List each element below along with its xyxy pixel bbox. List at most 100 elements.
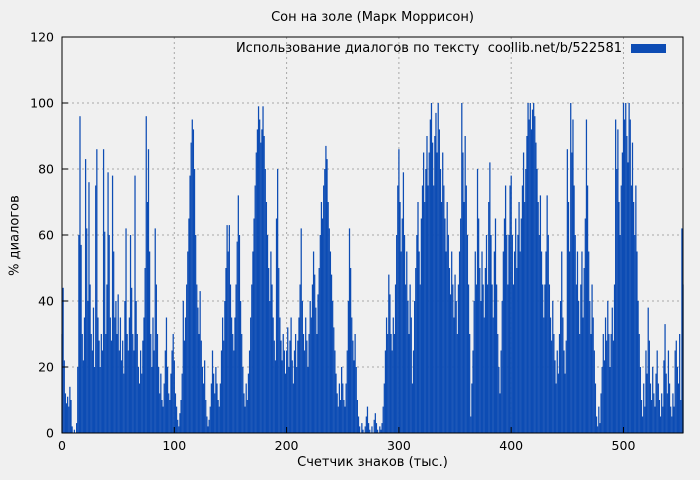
impulse-bar	[544, 284, 546, 433]
impulse-bar	[221, 317, 224, 433]
impulse-bar	[457, 284, 460, 433]
impulse-bar	[254, 185, 256, 433]
impulse-bar	[216, 383, 218, 433]
impulse-bar	[580, 284, 582, 433]
impulse-bar	[442, 152, 444, 433]
impulse-bar	[571, 152, 573, 433]
impulse-bar	[113, 251, 115, 433]
impulse-bar	[444, 218, 446, 433]
impulse-bar	[416, 235, 418, 433]
impulse-bar	[260, 142, 262, 433]
impulse-bar	[324, 169, 326, 433]
impulse-bar	[617, 129, 619, 433]
impulse-bar	[385, 317, 388, 433]
impulse-bar	[272, 317, 274, 433]
impulse-bar	[489, 162, 491, 433]
impulse-bar	[218, 406, 220, 433]
impulse-bar	[339, 400, 342, 433]
impulse-bar	[398, 149, 400, 433]
impulse-bar	[430, 103, 433, 433]
impulse-bar	[592, 317, 594, 433]
impulse-bar	[302, 334, 305, 433]
impulse-bar	[369, 429, 371, 433]
impulse-bar	[586, 185, 589, 433]
impulse-bar	[500, 350, 502, 433]
impulse-bar	[154, 228, 156, 433]
impulse-bar	[376, 429, 379, 433]
impulse-bar	[191, 119, 193, 433]
impulse-bar	[600, 393, 602, 433]
impulse-bar	[187, 251, 189, 433]
impulse-bar	[551, 340, 553, 433]
impulse-bar	[345, 383, 347, 433]
impulse-bar	[667, 350, 670, 433]
impulse-bar	[539, 195, 542, 433]
impulse-bar	[341, 367, 343, 433]
impulse-bar	[115, 301, 117, 433]
impulse-bar	[297, 340, 299, 433]
impulse-bar	[613, 284, 616, 433]
impulse-bar	[588, 251, 590, 433]
impulse-bar	[472, 350, 474, 433]
impulse-bar	[83, 317, 86, 433]
impulse-bar	[483, 317, 485, 433]
impulse-bar	[583, 268, 585, 433]
impulse-bar	[498, 367, 500, 433]
impulse-bar	[519, 251, 521, 433]
impulse-bar	[160, 373, 162, 433]
impulse-bar	[640, 400, 643, 433]
impulse-bar	[365, 416, 367, 433]
impulse-bar	[639, 367, 641, 433]
impulse-bar	[98, 340, 100, 433]
impulse-bar	[449, 294, 452, 433]
impulse-bar	[517, 235, 519, 433]
impulse-bar	[677, 383, 680, 433]
impulse-bar	[574, 235, 576, 433]
impulse-bar	[301, 301, 303, 433]
impulse-bar	[431, 142, 434, 433]
impulse-bar	[170, 373, 172, 433]
impulse-bar	[662, 406, 664, 433]
impulse-bar	[210, 383, 213, 433]
impulse-bar	[205, 400, 207, 433]
impulse-bar	[80, 244, 82, 433]
impulse-bar	[116, 334, 118, 433]
y-axis-label: % диалогов	[7, 195, 23, 276]
impulse-bar	[75, 423, 78, 433]
impulse-bar	[193, 169, 196, 433]
impulse-bar	[480, 301, 482, 433]
impulse-bar	[503, 218, 506, 433]
impulse-bar	[619, 235, 621, 433]
impulse-bar	[494, 218, 497, 433]
impulse-bar	[248, 350, 251, 433]
impulse-bar	[97, 317, 99, 433]
impulse-bar	[100, 334, 102, 433]
impulse-bar	[552, 301, 554, 433]
impulse-bar	[289, 340, 291, 433]
impulse-bar	[352, 340, 354, 433]
impulse-bar	[579, 334, 581, 433]
impulse-bar	[137, 367, 140, 433]
impulse-bar	[512, 284, 515, 433]
impulse-bar	[659, 416, 662, 433]
impulse-bar	[335, 373, 337, 433]
impulse-bar	[174, 393, 177, 433]
impulse-bar	[204, 360, 206, 433]
impulse-bar	[622, 103, 625, 433]
impulse-bar	[531, 109, 534, 433]
impulse-bar	[447, 235, 449, 433]
impulse-bar	[82, 360, 84, 433]
impulse-bar	[679, 334, 681, 433]
impulse-bar	[485, 235, 488, 433]
impulse-bar	[479, 268, 481, 433]
impulse-bar	[530, 129, 533, 433]
impulse-bar	[325, 145, 327, 433]
impulse-bar	[655, 373, 657, 433]
impulse-bar	[296, 367, 298, 433]
impulse-bar	[68, 406, 70, 433]
impulse-bar	[157, 367, 160, 433]
impulse-bar	[636, 251, 638, 433]
impulse-bar	[78, 235, 80, 433]
impulse-bar	[264, 169, 266, 433]
